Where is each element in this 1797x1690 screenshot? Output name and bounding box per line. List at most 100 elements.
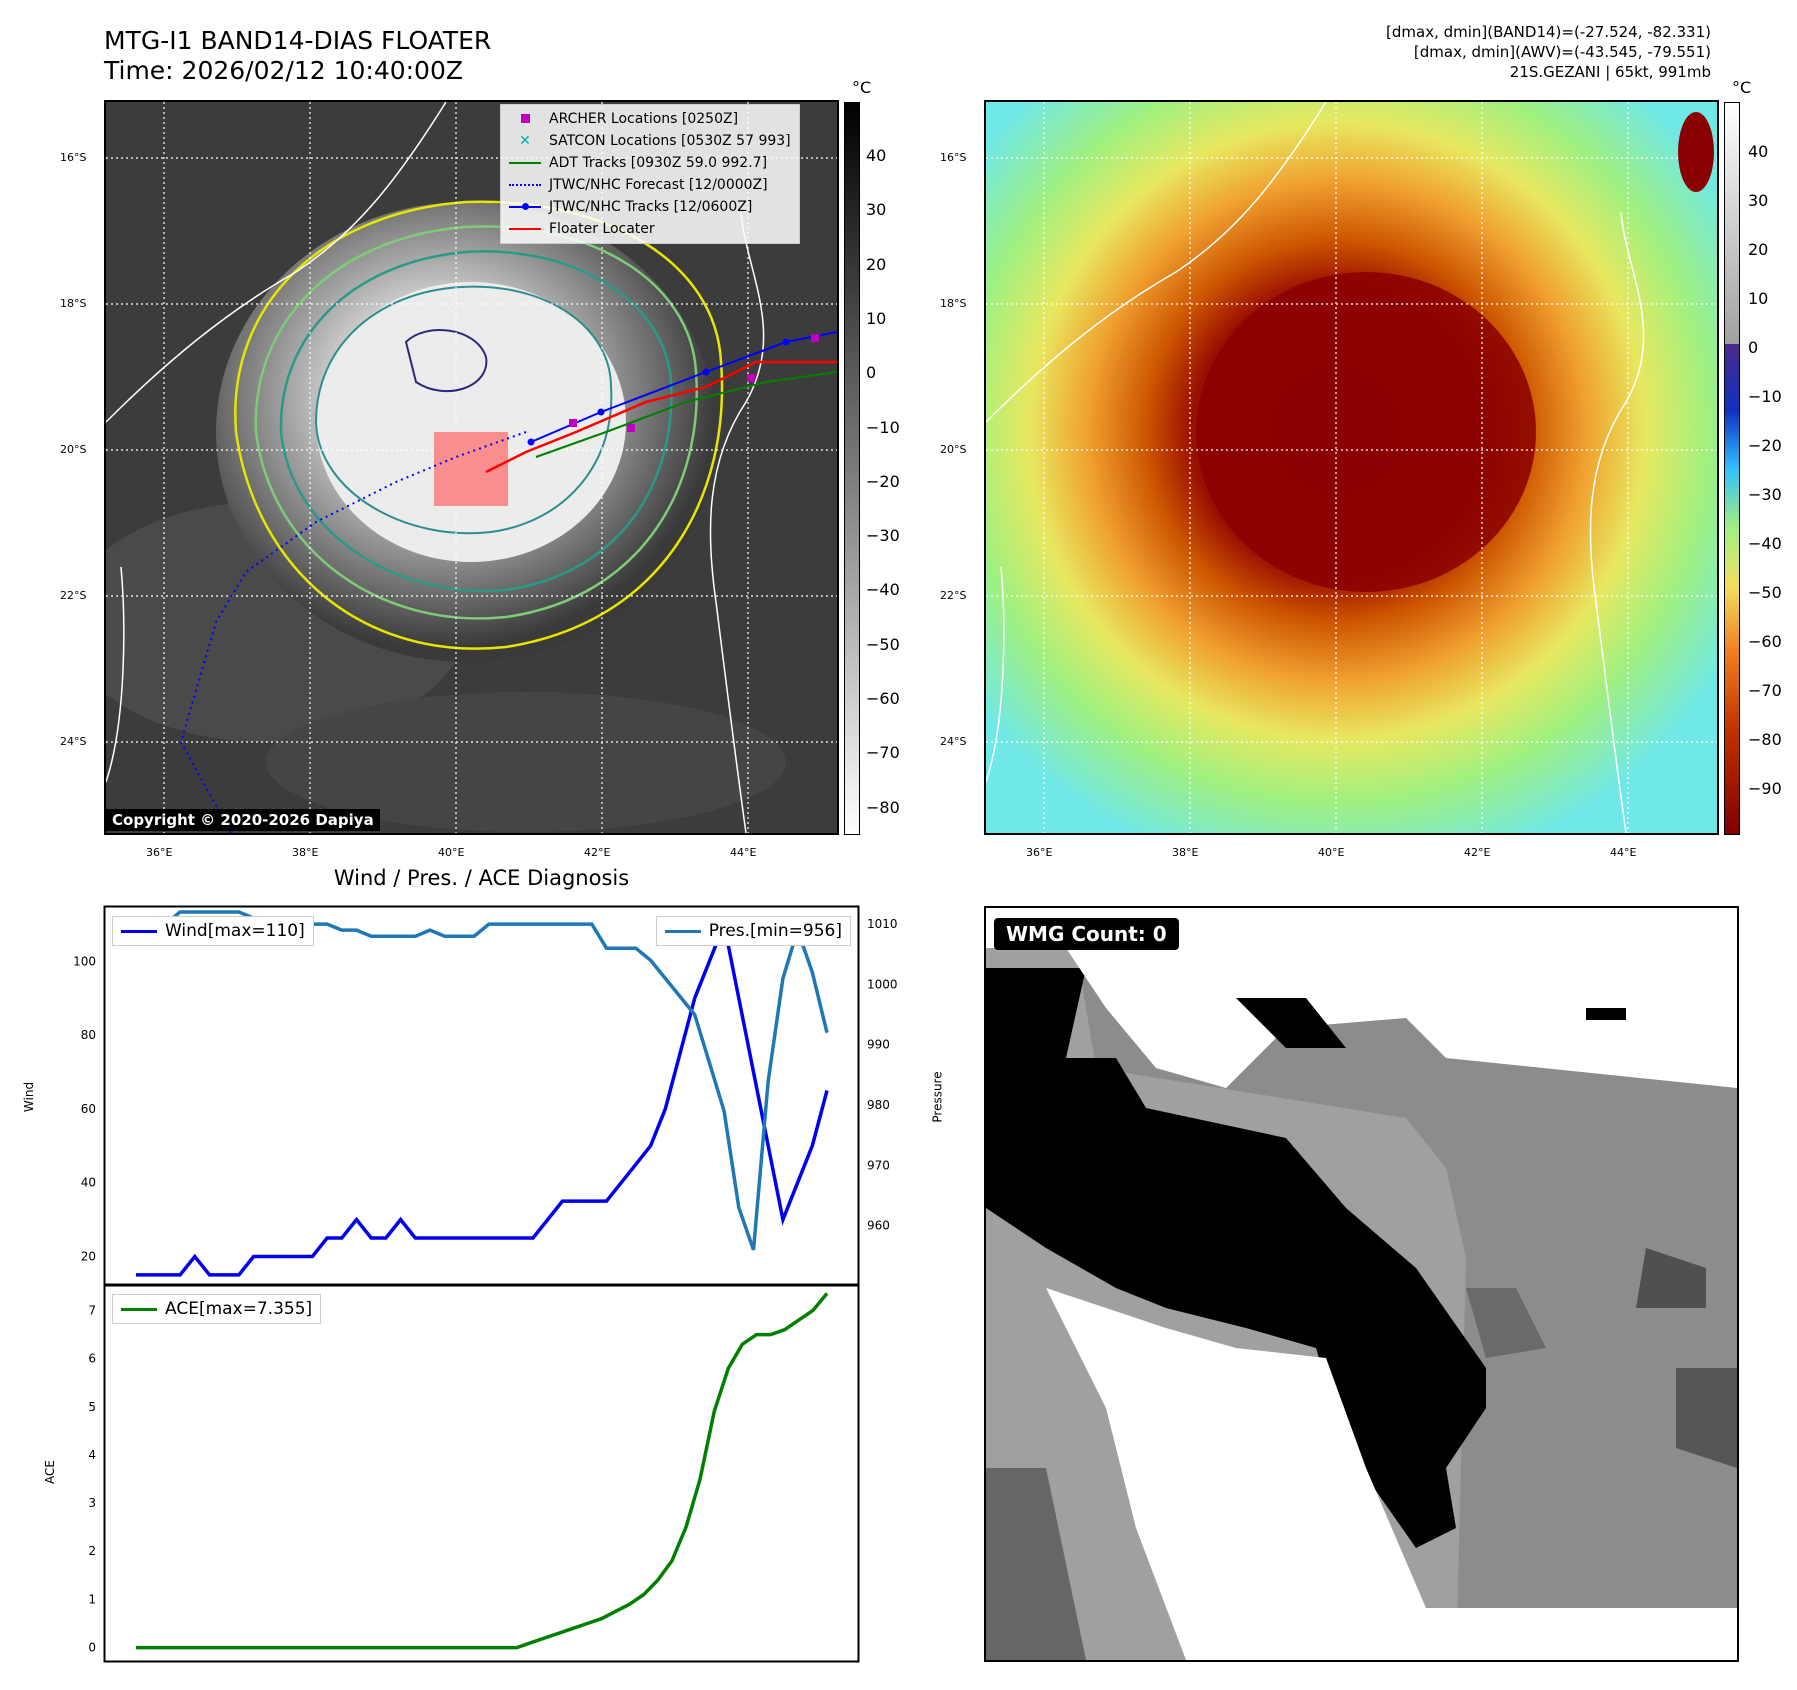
lon-tick-label: 36°E	[1026, 846, 1053, 859]
awv-map-image	[986, 102, 1717, 833]
colorbar-tick: 0	[1748, 338, 1759, 357]
ace-axis-label: ACE	[42, 1460, 57, 1484]
lon-tick-label: 40°E	[1318, 846, 1345, 859]
colorbar-tick: −20	[1748, 436, 1782, 455]
lon-tick-label: 40°E	[438, 846, 465, 859]
pres-legend: Pres.[min=956]	[655, 916, 851, 946]
pressure-tick-label: 1010	[867, 917, 898, 931]
lat-tick-label: 24°S	[940, 735, 967, 748]
legend-item-archer: ARCHER Locations [0250Z]	[509, 108, 791, 130]
lon-tick-label: 42°E	[584, 846, 611, 859]
figure-title-line2: Time: 2026/02/12 10:40:00Z	[104, 56, 463, 85]
wind-tick-label: 20	[81, 1249, 96, 1263]
legend-label: JTWC/NHC Forecast [12/0000Z]	[549, 177, 768, 193]
wind-pres-chart: 20 40 60 80 100 960 970 980 990 1000 1010 Wind[max…	[73, 905, 898, 1287]
lat-tick-label: 24°S	[60, 735, 87, 748]
colorbar-tick: 10	[866, 308, 887, 328]
colorbar-tick: −70	[1748, 681, 1782, 700]
pressure-tick-label: 960	[867, 1219, 890, 1233]
legend-item-adt: ADT Tracks [0930Z 59.0 992.7]	[509, 152, 791, 174]
ace-tick-label: 2	[88, 1544, 96, 1558]
lat-tick-label: 20°S	[940, 443, 967, 456]
ace-tick-label: 5	[88, 1400, 96, 1414]
pressure-line	[136, 910, 829, 1251]
map-legend: ARCHER Locations [0250Z] ✕ SATCON Locatio…	[500, 104, 800, 244]
legend-label: Floater Locater	[549, 221, 655, 237]
ace-chart: 0 1 2 3 4 5 6 7 ACE[max=7.355]	[88, 1283, 860, 1663]
wind-tick-label: 100	[73, 954, 96, 968]
legend-item-floater: Floater Locater	[509, 218, 791, 240]
pressure-tick-label: 970	[867, 1158, 890, 1172]
colorbar-tick: −10	[866, 417, 900, 437]
lat-tick-label: 20°S	[60, 443, 87, 456]
ace-plot: 0 1 2 3 4 5 6 7	[88, 1283, 860, 1663]
lat-tick-label: 22°S	[60, 589, 87, 602]
colorbar-tick: −60	[866, 689, 900, 708]
line-marker-icon	[509, 223, 541, 235]
wind-tick-label: 40	[81, 1176, 96, 1190]
colorbar-tick: −90	[1748, 779, 1782, 798]
info-line3: 21S.GEZANI | 65kt, 991mb	[1509, 63, 1711, 81]
colorbar-tick: −30	[1748, 485, 1782, 504]
wind-pres-plot: 20 40 60 80 100 960 970 980 990 1000 1010	[73, 905, 898, 1287]
ace-tick-label: 3	[88, 1496, 96, 1510]
colorbar-tick: 30	[1748, 191, 1769, 210]
ace-tick-label: 4	[88, 1448, 96, 1462]
colorbar-right-unit: °C	[1732, 78, 1752, 97]
colorbar-tick: −10	[1748, 387, 1782, 406]
wind-legend-label: Wind[max=110]	[165, 921, 305, 941]
copyright-label: Copyright © 2020-2026 Dapiya	[106, 809, 380, 831]
colorbar-tick: −20	[866, 471, 900, 491]
colorbar-tick: −70	[866, 743, 900, 763]
legend-item-jtwc-tracks: JTWC/NHC Tracks [12/0600Z]	[509, 196, 791, 218]
wind-axis-label: Wind	[22, 1081, 37, 1113]
wmg-image	[986, 908, 1737, 1660]
colorbar-tick: −40	[1748, 534, 1782, 553]
dotted-line-icon	[509, 179, 541, 191]
wmg-panel: WMG Count: 0	[984, 906, 1739, 1662]
lat-tick-label: 18°S	[60, 297, 87, 310]
diagnosis-title: Wind / Pres. / ACE Diagnosis	[333, 866, 630, 890]
colorbar-right	[1724, 102, 1740, 835]
pres-legend-label: Pres.[min=956]	[708, 921, 842, 941]
lat-tick-label: 16°S	[940, 151, 967, 164]
ace-legend-label: ACE[max=7.355]	[165, 1299, 313, 1319]
legend-item-satcon: ✕ SATCON Locations [0530Z 57 993]	[509, 130, 791, 152]
colorbar-tick: 20	[1748, 240, 1769, 259]
colorbar-tick: 30	[866, 200, 887, 220]
colorbar-tick: −50	[1748, 583, 1782, 602]
colorbar-left	[844, 102, 860, 835]
lon-tick-label: 38°E	[292, 846, 319, 859]
colorbar-tick: −40	[866, 580, 900, 600]
wind-tick-label: 60	[81, 1102, 96, 1116]
legend-item-forecast: JTWC/NHC Forecast [12/0000Z]	[509, 174, 791, 196]
info-line2: [dmax, dmin](AWV)=(-43.545, -79.551)	[1413, 43, 1711, 61]
lon-tick-label: 42°E	[1464, 846, 1491, 859]
pressure-tick-label: 990	[867, 1038, 890, 1052]
figure-title-line1: MTG-I1 BAND14-DIAS FLOATER	[104, 26, 492, 55]
legend-label: SATCON Locations [0530Z 57 993]	[549, 133, 791, 149]
legend-label: ARCHER Locations [0250Z]	[549, 111, 739, 127]
lon-tick-label: 38°E	[1172, 846, 1199, 859]
pres-line-icon	[664, 929, 701, 933]
ace-line-icon	[121, 1307, 157, 1311]
ace-legend: ACE[max=7.355]	[112, 1294, 322, 1324]
line-marker-icon	[509, 157, 541, 169]
lon-tick-label: 36°E	[146, 846, 173, 859]
ace-tick-label: 6	[88, 1352, 96, 1366]
ace-line	[136, 1292, 829, 1650]
ir-map-image	[106, 102, 837, 833]
awv-map-panel	[984, 100, 1719, 835]
colorbar-left-unit: °C	[852, 78, 872, 97]
wmg-count-label: WMG Count: 0	[994, 918, 1179, 950]
ir-map-panel: Copyright © 2020-2026 Dapiya	[104, 100, 839, 835]
pres-axis-label: Pressure	[930, 1071, 945, 1123]
colorbar-tick: −60	[1748, 632, 1782, 651]
colorbar-tick: −50	[866, 634, 900, 654]
line-dot-icon	[509, 201, 541, 213]
colorbar-tick: 10	[1748, 289, 1769, 308]
square-marker-icon	[509, 113, 541, 125]
wind-legend: Wind[max=110]	[112, 916, 314, 946]
colorbar-tick: −80	[866, 797, 900, 817]
ace-tick-label: 7	[88, 1303, 96, 1317]
